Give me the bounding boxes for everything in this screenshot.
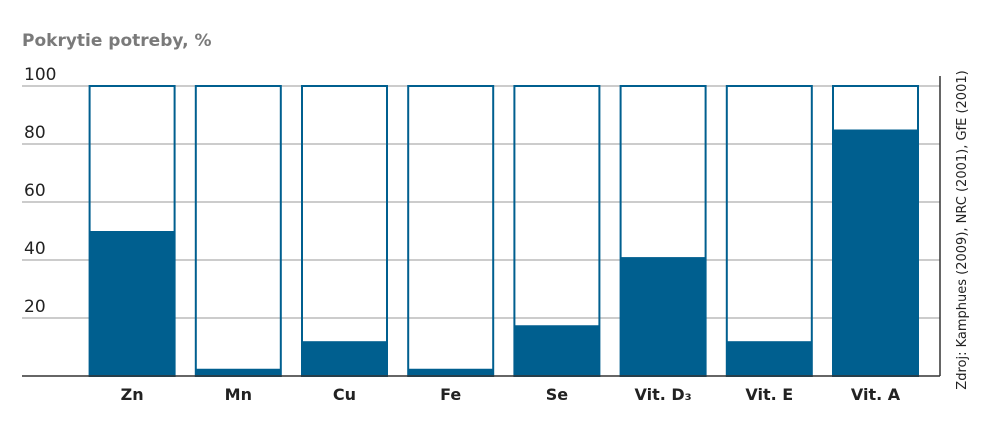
x-tick-label: Vit. E xyxy=(745,385,793,404)
x-tick-label: Vit. A xyxy=(851,385,901,404)
x-tick-label: Se xyxy=(546,385,569,404)
bar xyxy=(726,341,812,376)
x-tick-label: Zn xyxy=(121,385,144,404)
x-tick-label: Cu xyxy=(333,385,356,404)
bar-frame xyxy=(194,85,282,377)
x-tick-label: Fe xyxy=(440,385,461,404)
y-tick-label: 60 xyxy=(24,181,46,201)
bar-frame xyxy=(407,85,495,377)
bar xyxy=(408,368,494,376)
y-tick-label: 80 xyxy=(24,123,46,143)
x-tick-label: Mn xyxy=(225,385,252,404)
x-tick-label: Vit. D₃ xyxy=(635,385,692,404)
y-tick-label: 20 xyxy=(24,297,46,317)
bar xyxy=(302,341,387,376)
bar xyxy=(514,325,600,376)
bar xyxy=(89,231,175,376)
y-tick-label: 40 xyxy=(24,239,46,259)
bar xyxy=(833,129,918,376)
bar xyxy=(195,368,281,376)
chart-title: Pokrytie potreby, % xyxy=(22,31,212,51)
bar-frame xyxy=(301,85,388,377)
y-tick-label: 100 xyxy=(24,65,56,85)
source-note: Zdroj: Kamphues (2009), NRC (2001), GfE … xyxy=(955,70,970,389)
bar xyxy=(620,257,706,376)
bar-frame xyxy=(725,85,813,377)
